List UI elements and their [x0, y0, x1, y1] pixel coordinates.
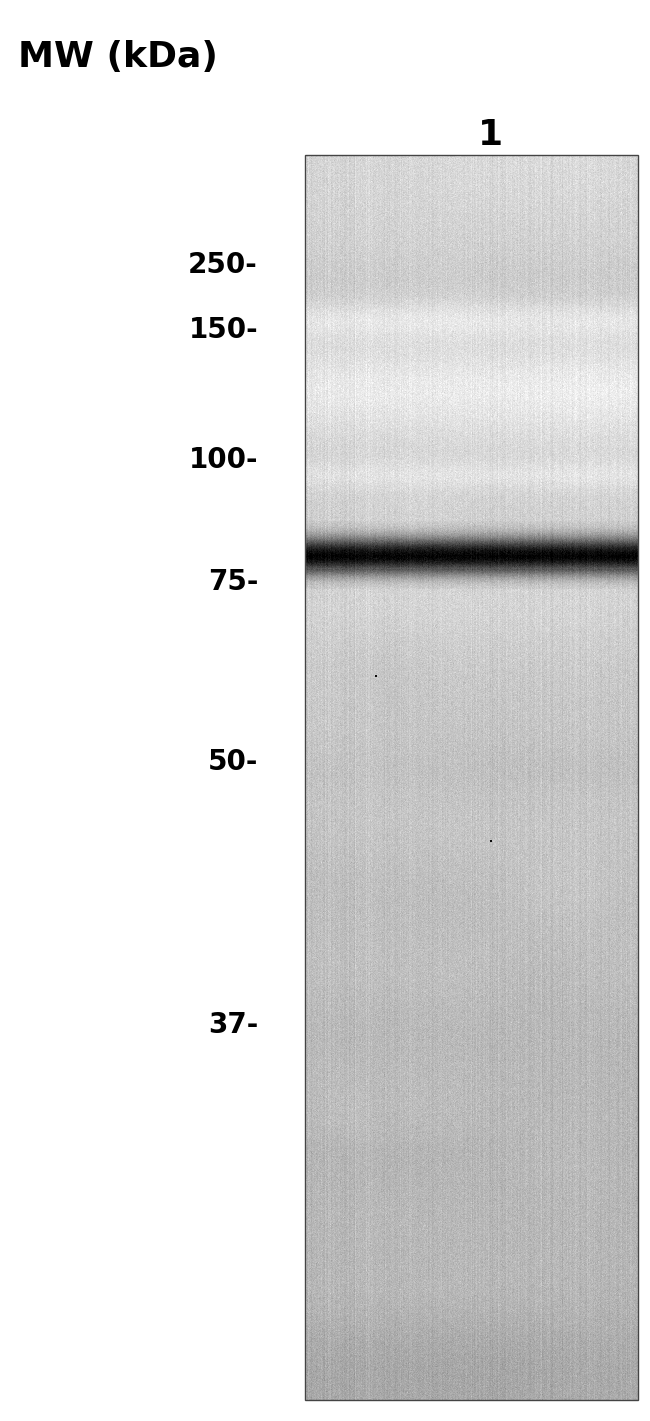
Text: 100-: 100- [188, 446, 258, 475]
Bar [305, 155, 638, 1400]
Text: 150-: 150- [188, 315, 258, 344]
Text: 37-: 37- [208, 1010, 258, 1039]
Text: MW (kDa): MW (kDa) [18, 40, 218, 74]
Text: 1: 1 [478, 118, 502, 152]
Text: 75-: 75- [207, 568, 258, 595]
Text: 250-: 250- [188, 252, 258, 279]
Text: 50-: 50- [207, 747, 258, 776]
